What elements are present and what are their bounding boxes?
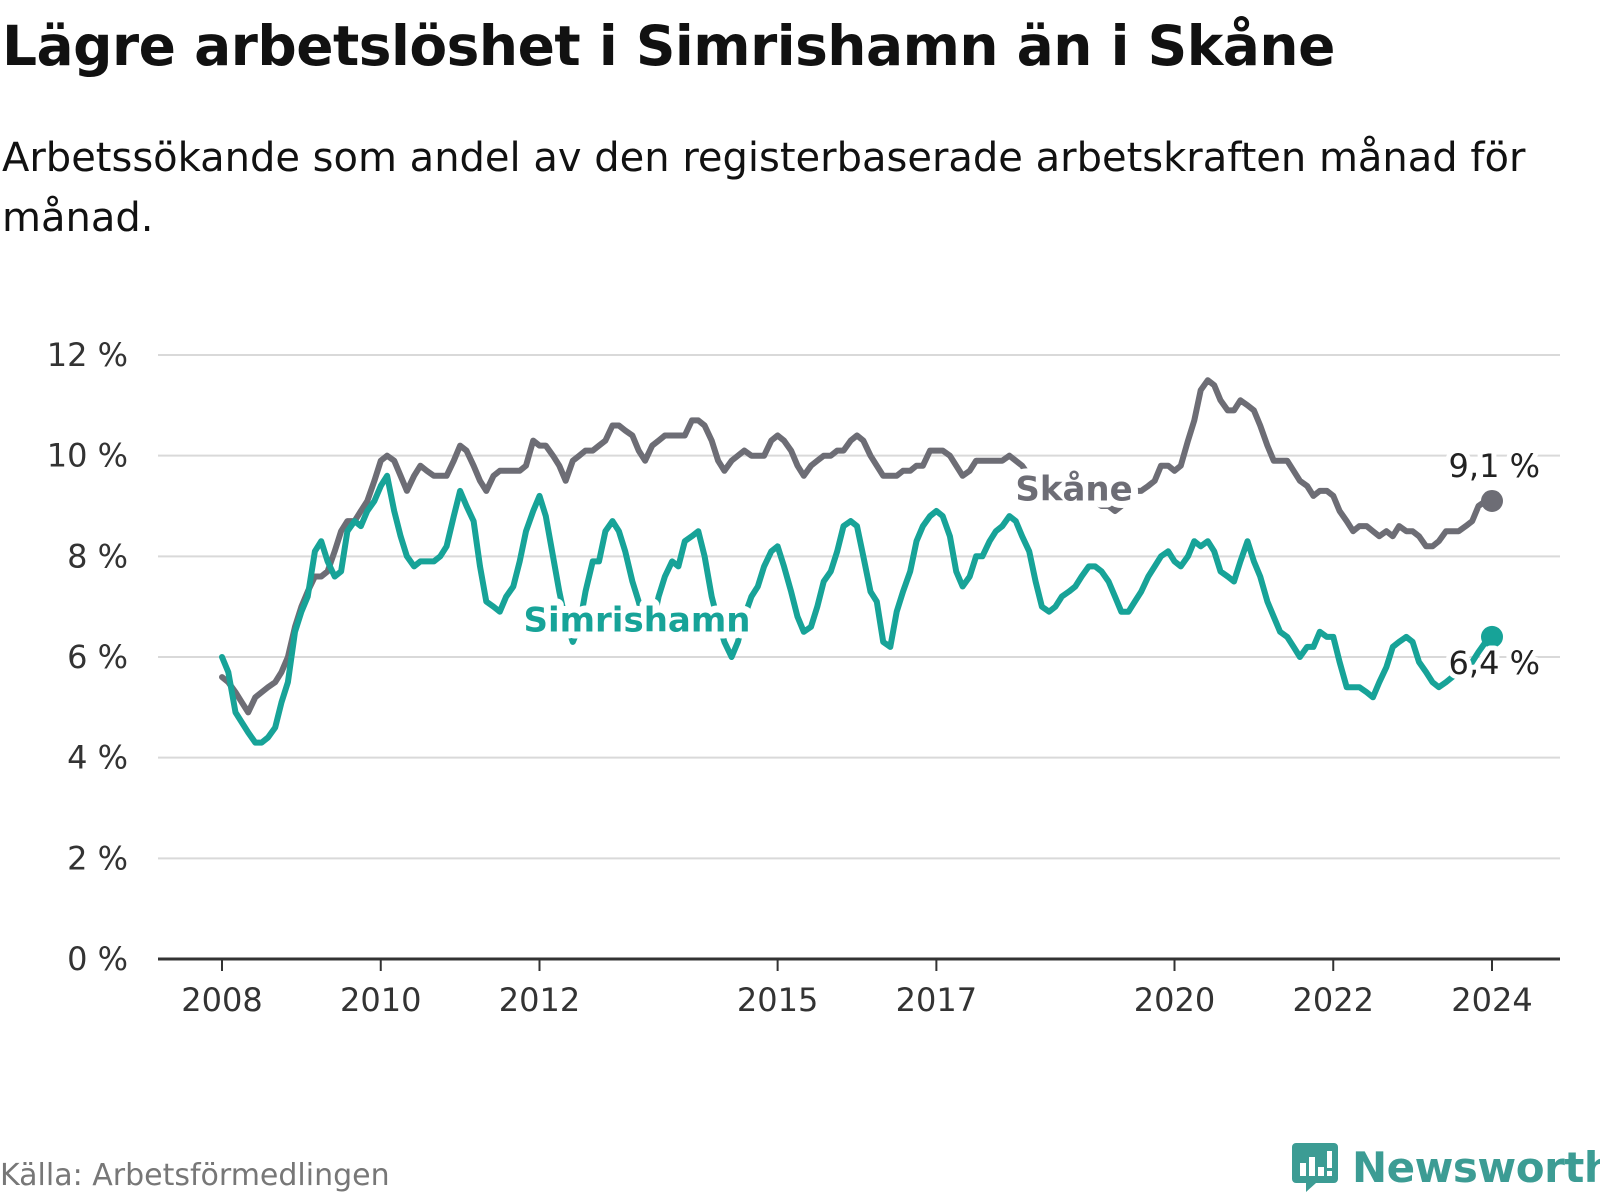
y-tick-label: 10 % [47,437,128,475]
x-tick-label: 2022 [1293,981,1374,1019]
newsworthy-logo-icon [1292,1143,1338,1192]
brand-logo[interactable]: Newsworthy [1292,1141,1600,1193]
end-value-label-skane: 9,1 % [1449,447,1540,485]
chart-title: Lägre arbetslöshet i Simrishamn än i Skå… [2,14,1335,78]
x-tick-label: 2024 [1451,981,1532,1019]
grid-lines [158,354,1560,860]
y-tick-label: 8 % [67,537,128,575]
end-point-skane [1481,489,1503,512]
x-axis: 2008 2010 2012 2015 2017 2020 2022 2024 [158,957,1560,1019]
y-tick-label: 12 % [47,336,128,374]
series-line-skane [219,377,1495,716]
y-tick-label: 0 % [67,940,128,978]
y-axis: 0 % 2 % 4 % 6 % 8 % 10 % 12 % [47,336,128,978]
y-tick-label: 6 % [67,638,128,676]
end-point-simrishamn [1481,625,1503,648]
series-label-skane: Skåne [1015,469,1132,509]
y-tick-label: 4 % [67,739,128,777]
x-tick-label: 2008 [181,981,262,1019]
x-tick-label: 2020 [1134,981,1215,1019]
source-note: Källa: Arbetsförmedlingen [0,1158,390,1193]
x-tick-label: 2012 [499,981,580,1019]
end-value-label-simrishamn: 6,4 % [1449,644,1540,682]
x-tick-label: 2010 [340,981,421,1019]
series-line-simrishamn [219,472,1495,746]
series-label-simrishamn: Simrishamn [523,600,750,640]
chart-subtitle: Arbetssökande som andel av den registerb… [2,135,1526,241]
series-lines [219,377,1503,746]
x-tick-label: 2017 [896,981,977,1019]
series-labels: Skåne Simrishamn 9,1 % 6,4 % [516,442,1545,687]
y-tick-label: 2 % [67,839,128,877]
brand-name: Newsworthy [1352,1142,1600,1192]
x-tick-label: 2015 [737,981,818,1019]
